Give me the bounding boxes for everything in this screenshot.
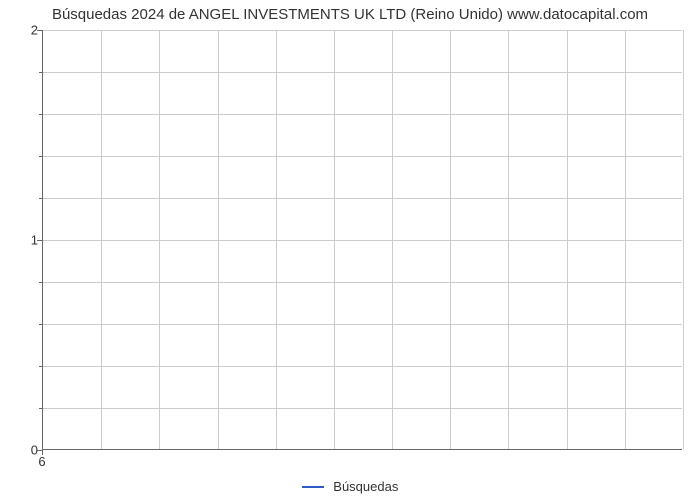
y-tick-label: 2 (22, 23, 38, 38)
grid-line-horizontal (43, 198, 682, 199)
legend: Búsquedas (0, 478, 700, 494)
y-minor-tick (39, 282, 42, 283)
grid-line-vertical (625, 30, 626, 449)
grid-line-vertical (450, 30, 451, 449)
grid-line-horizontal (43, 30, 682, 31)
plot-area (42, 30, 682, 450)
y-minor-tick (39, 324, 42, 325)
grid-line-vertical (101, 30, 102, 449)
y-minor-tick (39, 408, 42, 409)
grid-line-vertical (159, 30, 160, 449)
grid-line-vertical (392, 30, 393, 449)
grid-line-horizontal (43, 366, 682, 367)
chart-container: Búsquedas 2024 de ANGEL INVESTMENTS UK L… (0, 0, 700, 500)
y-minor-tick (39, 156, 42, 157)
grid-line-vertical (683, 30, 684, 449)
grid-line-horizontal (43, 282, 682, 283)
grid-line-vertical (218, 30, 219, 449)
y-tick-label: 0 (22, 443, 38, 458)
y-tick-mark (37, 30, 42, 31)
y-minor-tick (39, 114, 42, 115)
grid-line-horizontal (43, 240, 682, 241)
grid-line-vertical (334, 30, 335, 449)
chart-title: Búsquedas 2024 de ANGEL INVESTMENTS UK L… (0, 6, 700, 23)
y-tick-label: 1 (22, 233, 38, 248)
y-minor-tick (39, 366, 42, 367)
grid-line-vertical (276, 30, 277, 449)
y-minor-tick (39, 72, 42, 73)
x-tick-label: 6 (38, 454, 45, 469)
legend-line-icon (302, 486, 324, 488)
grid-line-vertical (508, 30, 509, 449)
grid-line-horizontal (43, 114, 682, 115)
y-minor-tick (39, 198, 42, 199)
grid-line-horizontal (43, 324, 682, 325)
grid-line-vertical (567, 30, 568, 449)
x-tick-mark (42, 450, 43, 455)
y-tick-mark (37, 240, 42, 241)
grid-line-horizontal (43, 408, 682, 409)
grid-line-horizontal (43, 72, 682, 73)
grid-line-horizontal (43, 156, 682, 157)
legend-label: Búsquedas (333, 479, 398, 494)
